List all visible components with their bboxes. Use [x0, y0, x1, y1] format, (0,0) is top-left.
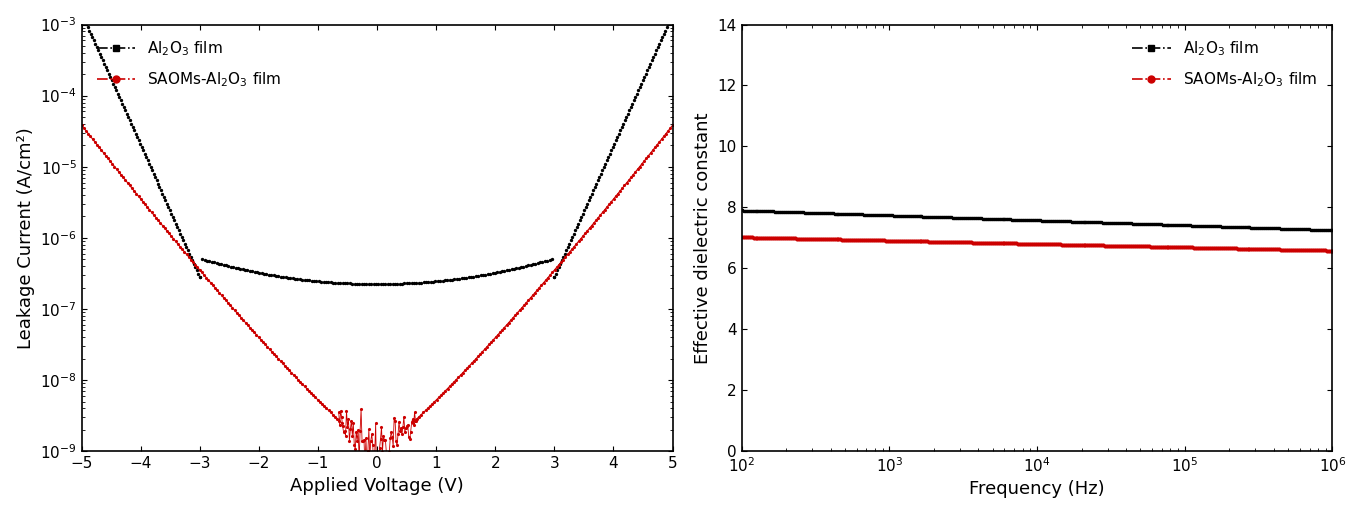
Legend: Al$_2$O$_3$ film, SAOMs-Al$_2$O$_3$ film: Al$_2$O$_3$ film, SAOMs-Al$_2$O$_3$ film: [90, 32, 289, 97]
Y-axis label: Effective dielectric constant: Effective dielectric constant: [694, 112, 711, 364]
X-axis label: Frequency (Hz): Frequency (Hz): [969, 480, 1105, 499]
X-axis label: Applied Voltage (V): Applied Voltage (V): [290, 477, 463, 494]
Y-axis label: Leakage Current (A/cm²): Leakage Current (A/cm²): [16, 127, 34, 349]
Legend: Al$_2$O$_3$ film, SAOMs-Al$_2$O$_3$ film: Al$_2$O$_3$ film, SAOMs-Al$_2$O$_3$ film: [1124, 32, 1325, 97]
